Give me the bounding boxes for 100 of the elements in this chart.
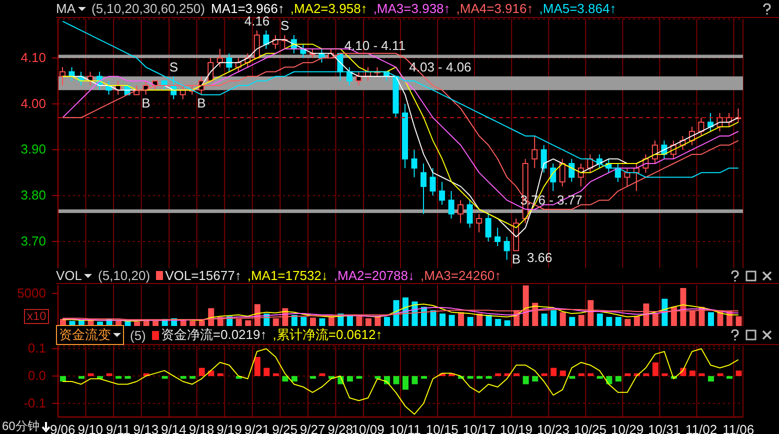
x-tick-label: 10/25 — [574, 422, 607, 434]
chart-title: 资金流变 — [56, 325, 124, 345]
bar — [698, 373, 705, 376]
bar — [662, 373, 668, 376]
bar — [522, 376, 529, 384]
bar — [448, 314, 455, 327]
annotation: B — [512, 252, 521, 267]
candlestick — [494, 227, 501, 247]
y-tick-label: 4.00 — [20, 96, 46, 111]
bar — [272, 373, 279, 376]
candlestick — [540, 144, 547, 174]
bar — [421, 376, 428, 379]
y-tick-label: 0.1 — [28, 340, 46, 356]
candlestick — [624, 168, 630, 187]
annotation: B — [197, 96, 206, 111]
bar — [689, 370, 696, 376]
candlestick — [476, 213, 482, 233]
x-tick-label: 9/21 — [244, 422, 270, 434]
candlestick — [226, 52, 232, 72]
annotation: S — [169, 59, 178, 74]
bar — [310, 376, 316, 379]
bar — [578, 314, 584, 327]
bar — [217, 373, 224, 376]
candlestick — [485, 213, 492, 242]
bar — [541, 373, 548, 376]
text: ,MA3=24260↑ — [420, 268, 502, 283]
candlestick — [466, 200, 473, 228]
bar — [319, 373, 326, 376]
x-tick-label: 9/11 — [106, 422, 130, 434]
candlestick — [439, 181, 446, 206]
line-series — [62, 348, 739, 415]
chart-subtitle: (5,10,20) — [98, 268, 150, 283]
bar — [726, 376, 732, 379]
bar — [560, 370, 566, 376]
text: ,MA3=3.938↑ — [373, 1, 450, 16]
bar — [717, 373, 724, 376]
x-tick-label: 9/06 — [50, 422, 76, 434]
x-tick-label: 9/13 — [133, 422, 159, 434]
bar — [624, 373, 631, 376]
series-label: ,累计净流=0.0612↑ — [272, 326, 382, 344]
candlestick — [263, 30, 270, 50]
annotation: B — [142, 96, 150, 111]
bar — [106, 373, 112, 376]
text: ,MA1=17532↓ — [247, 268, 328, 283]
chart-title: VOL — [56, 268, 84, 283]
bar — [254, 356, 260, 376]
annotation: 3.66 — [526, 250, 552, 265]
bar — [532, 376, 538, 382]
bar — [402, 376, 408, 390]
bar — [652, 362, 658, 376]
x-tick-label: 10/15 — [426, 422, 458, 434]
y-axis-title: x10 — [24, 309, 50, 324]
bar — [60, 376, 66, 382]
annotation: 4.10 - 4.11 — [344, 38, 406, 53]
candlestick — [550, 162, 556, 192]
candlestick — [254, 30, 260, 58]
x-tick-label: 9/18 — [188, 422, 214, 434]
candlestick — [216, 48, 223, 68]
bar — [736, 370, 742, 376]
candlestick — [356, 71, 362, 86]
x-tick-label: 10/19 — [500, 422, 532, 434]
x-tick-label: 10/31 — [648, 422, 681, 434]
x-tick-label: 10/09 — [352, 422, 384, 434]
y-tick-label: 3.70 — [20, 233, 46, 248]
bar — [88, 373, 94, 376]
bar — [541, 314, 548, 327]
bar — [467, 376, 474, 379]
bar — [578, 373, 584, 376]
text: ,MA4=3.916↑ — [456, 1, 534, 16]
bar — [596, 376, 603, 379]
bar — [412, 376, 418, 384]
bar — [680, 288, 686, 327]
bar — [264, 368, 270, 376]
text: ,MA2=20788↓ — [334, 268, 415, 283]
x-tick-label: 11/06 — [722, 422, 754, 434]
candlestick — [698, 117, 704, 136]
candlestick — [420, 162, 427, 214]
bar — [596, 314, 603, 327]
legend-label: 资金净流=0.0219↑ — [160, 326, 267, 344]
bar — [615, 376, 622, 382]
x-tick-label: 10/17 — [462, 422, 496, 434]
bar — [440, 314, 446, 327]
candlestick — [559, 158, 566, 187]
x-tick-label: 9/10 — [78, 422, 104, 434]
candlestick — [448, 190, 454, 220]
annotation: 4.16 — [244, 13, 270, 28]
candlestick — [652, 140, 658, 164]
series-label: MA1=3.966↑ — [210, 1, 284, 16]
y-tick-label: 0.0 — [28, 368, 46, 384]
bar — [78, 376, 85, 379]
candlestick — [568, 158, 575, 182]
bar — [588, 373, 594, 376]
candlestick — [504, 236, 510, 260]
bar — [708, 312, 714, 327]
candlestick — [532, 135, 538, 169]
bar — [180, 376, 186, 379]
y-tick-label: 3.90 — [20, 142, 46, 157]
bar — [486, 376, 492, 379]
bar — [356, 316, 362, 327]
x-tick-label: 10/11 — [389, 422, 421, 434]
